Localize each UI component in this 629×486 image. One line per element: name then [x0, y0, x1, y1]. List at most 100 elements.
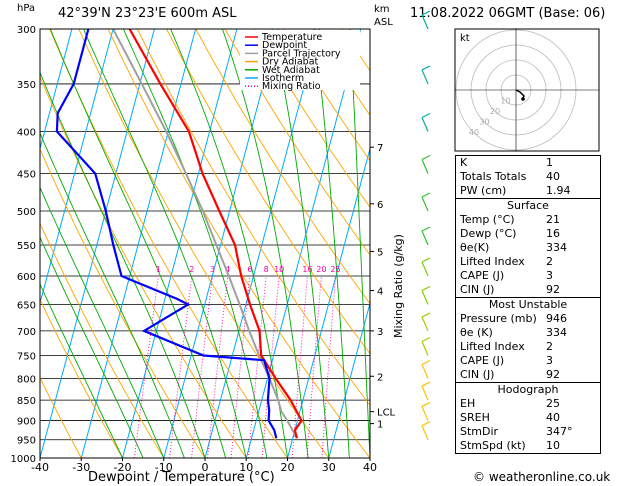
wind-barb-flag: [421, 381, 431, 387]
legend-box: [240, 30, 360, 90]
wet-adiabat-line: [83, 29, 247, 458]
wet-adiabat-line: [221, 29, 309, 458]
hodograph-unit-label: kt: [460, 33, 470, 44]
wind-barb-flag: [421, 312, 431, 318]
hodo-row: StmDir 347°: [460, 425, 573, 438]
mixing-ratio-label: 3: [210, 265, 215, 274]
dry-adiabat-line: [283, 29, 370, 162]
pressure-tick-label: 1000: [11, 454, 36, 465]
isotherm-line: [245, 29, 362, 458]
wind-barb: [421, 117, 429, 132]
mixing-ratio-label: 25: [330, 265, 340, 274]
temperature-tick-label: -40: [31, 461, 49, 474]
hodograph-ring-label: 40: [469, 128, 479, 137]
isotherm-line: [163, 29, 279, 458]
surface-title: Surface: [456, 198, 600, 213]
pressure-tick-label: 750: [17, 351, 36, 362]
isotherm-line: [80, 29, 197, 458]
legend-label: Isotherm: [262, 73, 304, 84]
mixing-ratio-label: 16: [302, 265, 312, 274]
mu-row: CIN (J) 92: [460, 368, 560, 381]
hodograph-ring-label: 20: [490, 107, 500, 116]
most-unstable-title: Most Unstable: [456, 297, 600, 312]
mixing-ratio-label: 4: [225, 265, 230, 274]
wind-barb-flag: [421, 226, 431, 232]
temperature-line: [128, 29, 303, 439]
wind-barb-flag: [421, 65, 431, 71]
pressure-tick-label: 900: [17, 416, 36, 427]
pressure-tick-label: 700: [17, 327, 36, 338]
mixing-ratio-label: 6: [247, 265, 252, 274]
storm-motion-marker: [521, 97, 525, 101]
km-tick-label: 7: [377, 143, 383, 154]
wind-barb: [421, 425, 429, 440]
isotherm-line: [122, 29, 238, 458]
hodograph-table-title: Hodograph: [456, 382, 600, 397]
temperature-tick-label: 0: [202, 461, 209, 474]
wet-adiabat-line: [40, 131, 185, 458]
km-tick-label: 1: [377, 420, 383, 431]
mixing-ratio-line: [261, 275, 280, 458]
surface-row: Temp (°C) 21: [460, 213, 560, 226]
wet-adiabat-line: [40, 236, 144, 458]
dry-adiabat-line: [195, 29, 370, 305]
pressure-tick-label: 850: [17, 396, 36, 407]
temperature-tick-label: 10: [239, 461, 253, 474]
mixing-ratio-axis-label: Mixing Ratio (g/kg): [392, 234, 405, 338]
mixing-ratio-line: [190, 275, 213, 458]
km-tick-label: 3: [377, 327, 383, 338]
isotherm-line: [40, 29, 114, 306]
hodograph-ring-label: 10: [500, 97, 510, 106]
legend-label: Parcel Trajectory: [262, 48, 341, 59]
wind-barb-flag: [421, 112, 431, 119]
wind-barb-flag: [421, 192, 431, 198]
dry-adiabat-line: [166, 29, 370, 355]
parcel-line: [112, 29, 298, 439]
km-tick-label: 5: [377, 247, 383, 258]
km-tick-label: LCL: [377, 408, 396, 419]
mixing-ratio-line: [247, 275, 267, 458]
wet-adiabat-line: [40, 283, 123, 458]
wind-barb: [421, 196, 429, 212]
hodo-row: StmSpd (kt) 10: [460, 439, 560, 452]
wind-barb: [421, 261, 429, 277]
surface-row: θe(K) 334: [460, 241, 567, 254]
wind-barb-flag: [421, 359, 431, 366]
mu-row: CAPE (J) 3: [460, 354, 553, 367]
credit-text: © weatheronline.co.uk: [473, 470, 611, 484]
mixing-ratio-line: [306, 275, 322, 458]
wind-barb-flag: [421, 421, 431, 427]
mixing-ratio-label: 20: [316, 265, 326, 274]
mixing-ratio-line: [169, 275, 193, 458]
pressure-tick-label: 800: [17, 374, 36, 385]
mixing-ratio-line: [207, 275, 229, 458]
dewpoint-line: [55, 29, 278, 439]
legend-label: Wet Adiabat: [262, 65, 320, 76]
hodo-row: EH 25: [460, 397, 560, 410]
mixing-ratio-label: 1: [156, 265, 161, 274]
mixing-ratio-label: 10: [274, 265, 284, 274]
mu-row: Pressure (mb) 946: [460, 312, 567, 325]
isotherm-line: [328, 301, 370, 458]
wind-barb-flag: [421, 401, 431, 407]
km-tick-label: 4: [377, 287, 383, 298]
surface-row: CIN (J) 92: [460, 283, 560, 296]
surface-row: CAPE (J) 3: [460, 269, 553, 282]
mixing-ratio-line: [230, 275, 251, 458]
wind-barb: [421, 364, 429, 379]
dry-adiabat-line: [49, 29, 288, 458]
wind-barb: [421, 406, 429, 421]
pressure-tick-label: 650: [17, 301, 36, 312]
pressure-tick-label: 550: [17, 241, 36, 252]
pressure-tick-label: 400: [17, 128, 36, 139]
pressure-tick-label: 450: [17, 169, 36, 180]
legend-label: Dewpoint: [262, 40, 307, 51]
legend-label: Temperature: [261, 32, 322, 43]
km-tick-label: 6: [377, 200, 383, 211]
wind-barb: [421, 230, 429, 246]
dry-adiabat-line: [40, 222, 165, 458]
wind-barb: [421, 316, 429, 332]
temperature-tick-label: 20: [281, 461, 295, 474]
hodo-row: SREH 40: [460, 411, 560, 424]
